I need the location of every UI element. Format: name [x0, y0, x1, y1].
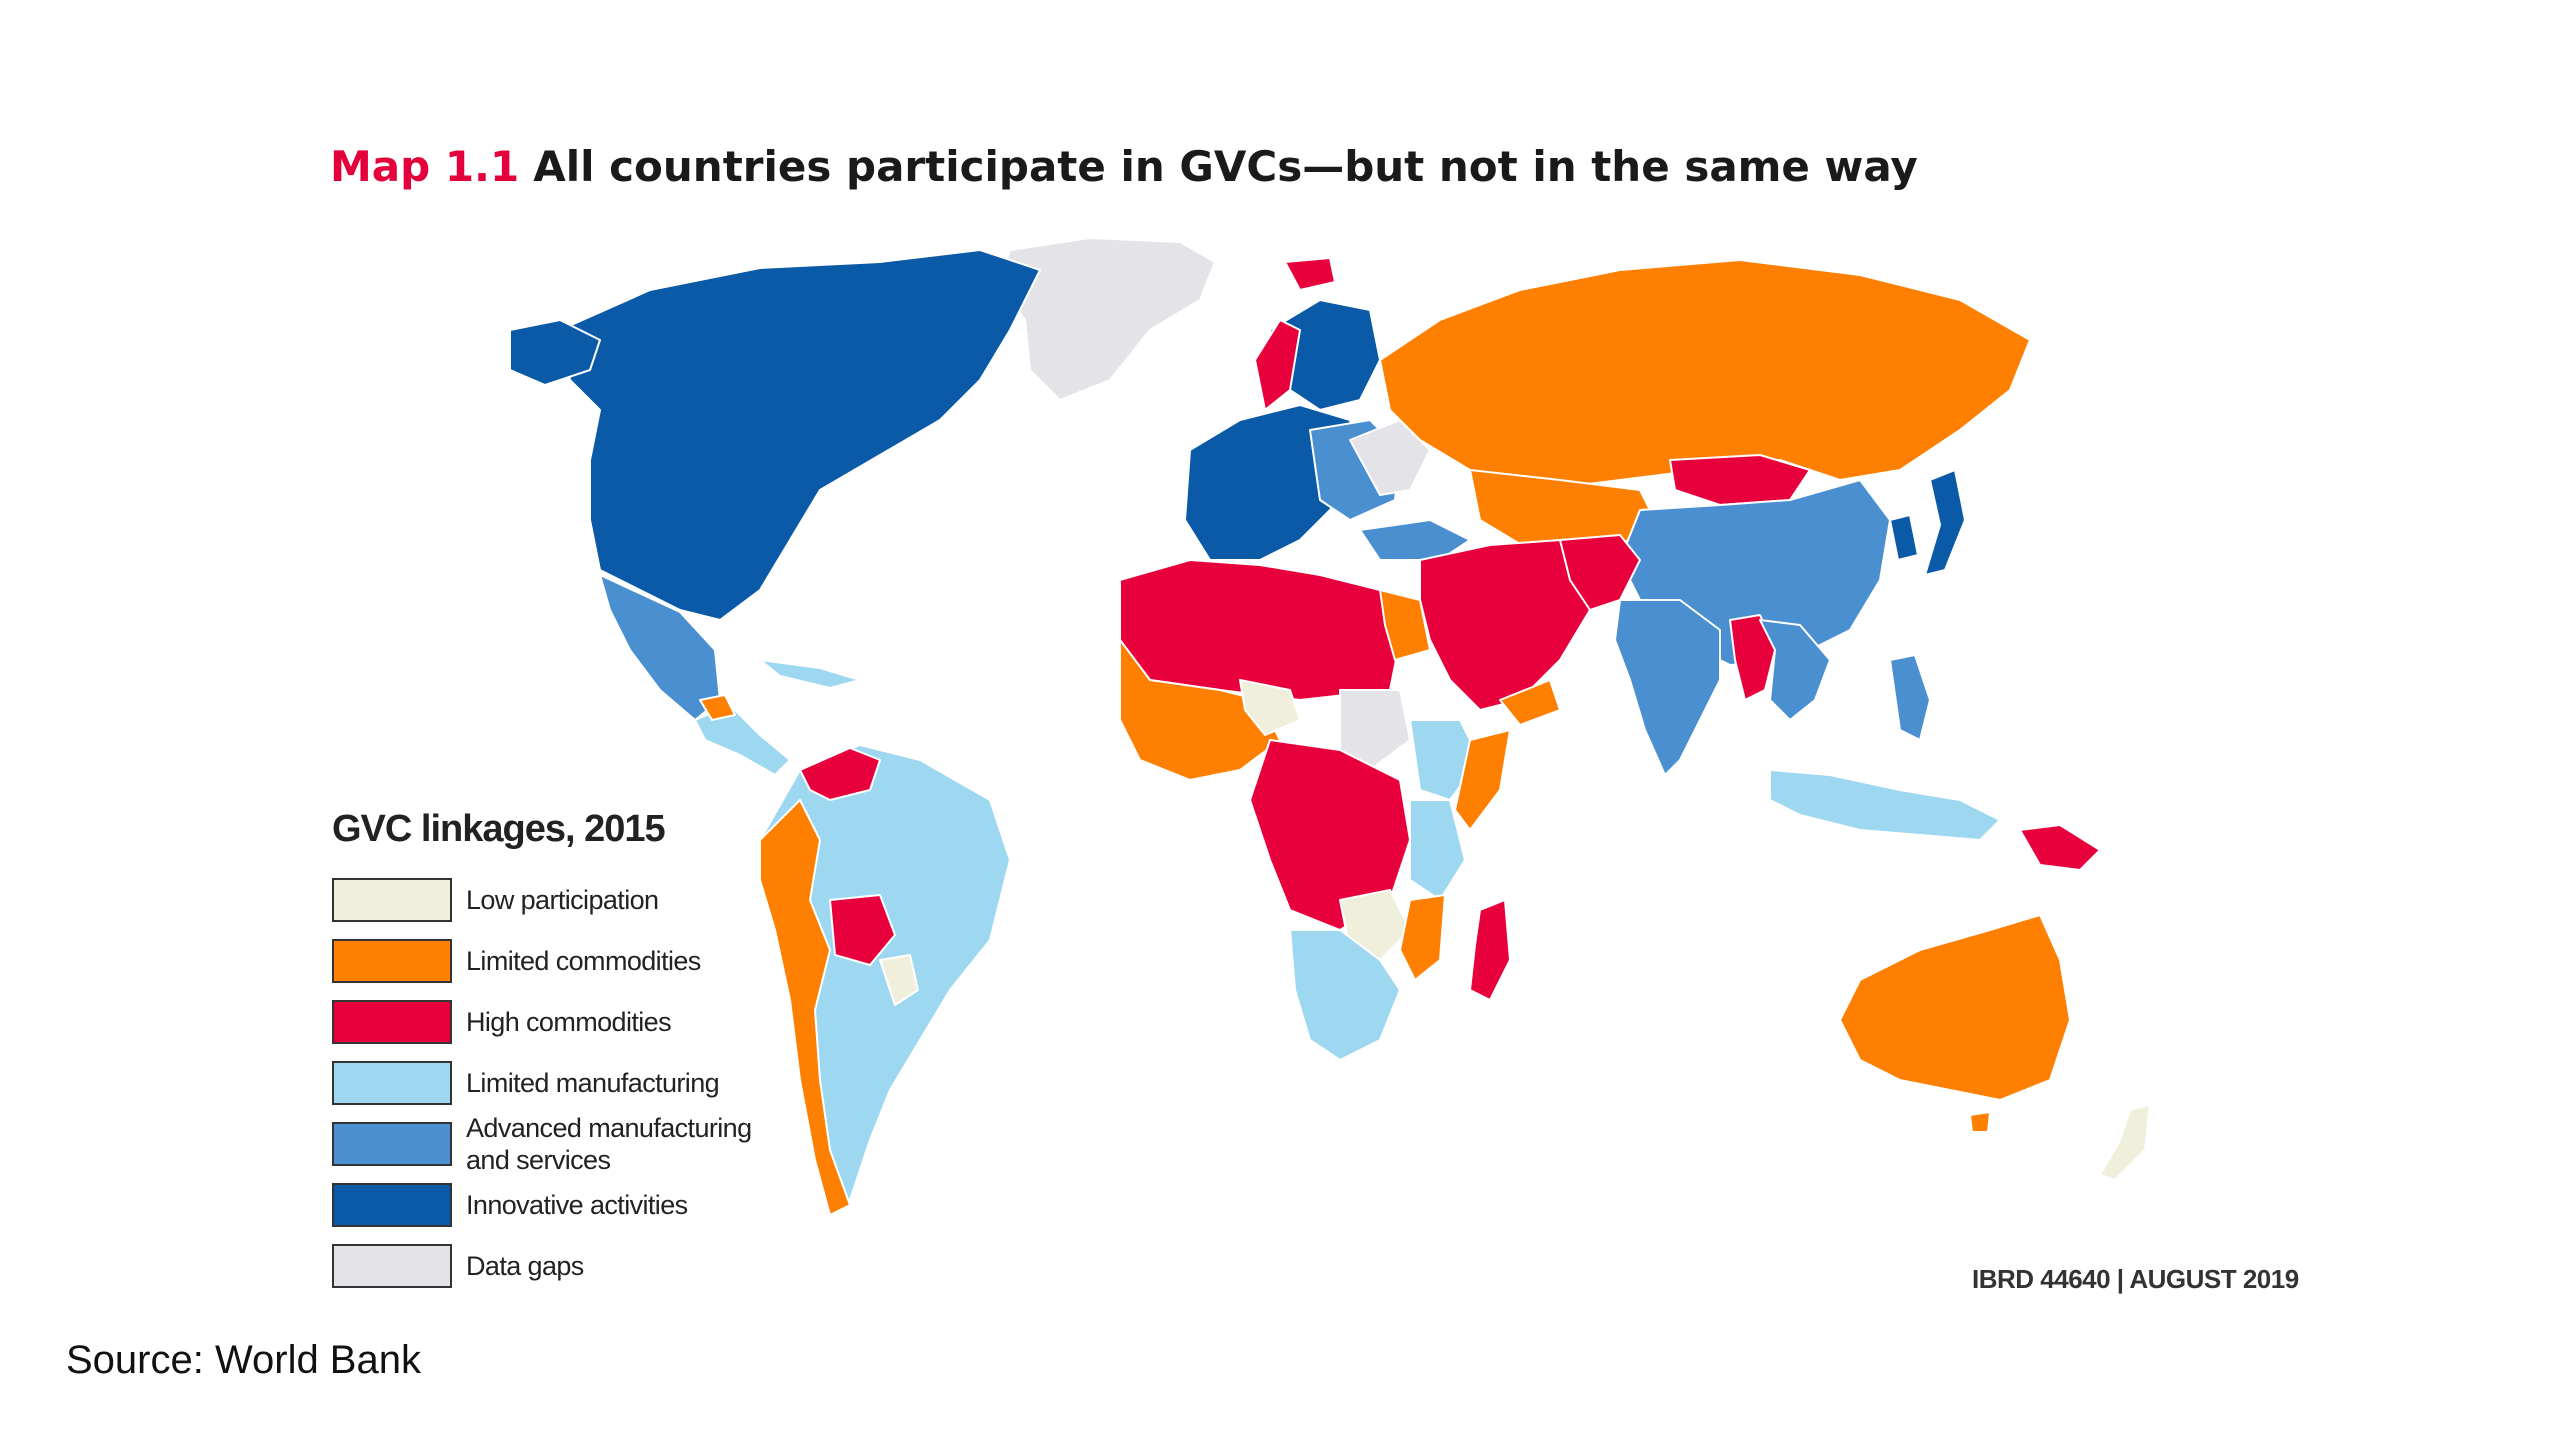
map-title-text: All countries participate in GVCs—but no…: [533, 142, 1918, 191]
region-mozambique: [1399, 894, 1446, 981]
legend-label: Limited commodities: [466, 945, 701, 976]
region-australia: [1839, 914, 2071, 1101]
legend-swatch: [332, 1060, 452, 1105]
region-west-africa: [1119, 639, 1281, 781]
region-papua: [2019, 824, 2101, 871]
region-andes-west: [759, 799, 851, 1216]
region-indochina: [1759, 619, 1831, 721]
legend-item-advanced-manufacturing: Advanced manufacturing and services: [332, 1112, 792, 1175]
region-india: [1614, 599, 1721, 776]
region-japan: [1924, 469, 1966, 576]
legend-item-data-gaps: Data gaps: [332, 1235, 792, 1296]
map-credit: IBRD 44640 | AUGUST 2019: [1972, 1264, 2299, 1294]
map-title: Map 1.1 All countries participate in GVCs…: [330, 142, 1918, 191]
legend-swatch: [332, 999, 452, 1044]
region-new-zealand: [2099, 1104, 2151, 1181]
legend-swatch: [332, 1182, 452, 1227]
region-middle-east: [1419, 539, 1611, 711]
source-note: Source: World Bank: [66, 1338, 421, 1382]
region-philippines: [1889, 654, 1931, 741]
region-alaska: [509, 319, 601, 386]
region-myanmar: [1729, 614, 1776, 701]
region-norway: [1254, 319, 1301, 411]
region-paraguay: [879, 954, 919, 1006]
region-north-america: [559, 249, 1041, 621]
legend-item-limited-manufacturing: Limited manufacturing: [332, 1052, 792, 1113]
region-caribbean: [759, 659, 861, 689]
region-central-america: [694, 704, 791, 776]
region-africa-north: [1119, 559, 1401, 701]
legend-label: Low participation: [466, 884, 659, 915]
region-scandinavia: [1269, 299, 1381, 411]
region-madagascar: [1469, 899, 1511, 1001]
legend-label: Limited manufacturing: [466, 1067, 720, 1098]
region-tasmania: [1969, 1111, 1991, 1133]
region-sahel-low: [1239, 679, 1301, 736]
region-southern-africa: [1289, 929, 1401, 1061]
map-number: Map 1.1: [330, 142, 520, 191]
map-legend: GVC linkages, 2015 Low participation Lim…: [332, 808, 792, 1296]
legend-swatch: [332, 1121, 452, 1166]
legend-swatch: [332, 1243, 452, 1288]
legend-item-low-participation: Low participation: [332, 869, 792, 930]
region-egypt: [1379, 589, 1431, 661]
legend-item-high-commodities: High commodities: [332, 991, 792, 1052]
region-iceland: [1284, 257, 1336, 291]
region-central-africa-gap: [1339, 689, 1411, 771]
region-east-africa: [1409, 799, 1466, 901]
legend-swatch: [332, 877, 452, 922]
region-oman-yemen: [1499, 679, 1561, 726]
region-korea: [1889, 514, 1919, 561]
legend-item-limited-commodities: Limited commodities: [332, 930, 792, 991]
region-turkey: [1359, 519, 1471, 561]
region-greenland: [999, 237, 1216, 401]
legend-label: Advanced manufacturing and services: [466, 1112, 752, 1175]
legend-swatch: [332, 938, 452, 983]
legend-label: High commodities: [466, 1006, 672, 1037]
legend-label: Data gaps: [466, 1250, 584, 1281]
region-venezuela: [799, 747, 881, 801]
region-bolivia: [829, 894, 896, 966]
region-somalia: [1454, 729, 1511, 831]
legend-title: GVC linkages, 2015: [332, 808, 666, 850]
region-central-america-limited-commodities: [699, 694, 736, 721]
region-russia: [1379, 259, 2031, 491]
legend-label: Innovative activities: [466, 1189, 688, 1220]
region-indonesia: [1769, 769, 2001, 841]
region-belarus-ukraine: [1349, 419, 1431, 496]
legend-item-innovative-activities: Innovative activities: [332, 1174, 792, 1235]
